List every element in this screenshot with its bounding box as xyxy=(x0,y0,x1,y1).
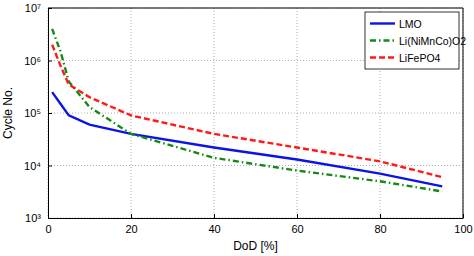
x-tick-label: 60 xyxy=(291,223,303,235)
legend-swatch xyxy=(370,56,395,58)
legend-label: Li(NiMnCo)O2 xyxy=(399,35,466,47)
y-tick: 10⁵ xyxy=(24,107,52,119)
legend: LMO Li(NiMnCo)O2 LiFePO4 xyxy=(365,12,466,69)
y-tick-label: 10⁵ xyxy=(24,107,41,119)
x-tick-mark xyxy=(297,214,298,218)
y-tick: 10⁶ xyxy=(24,55,52,67)
y-tick-label: 10⁶ xyxy=(24,55,41,67)
chart: 0 20 40 60 80 100 10³ 10⁴ 10⁵ 10⁶ 10⁷ LMO Li(NiMnCo)… xyxy=(0,0,474,256)
y-tick: 10⁴ xyxy=(24,160,52,172)
y-axis: 10³ 10⁴ 10⁵ 10⁶ 10⁷ xyxy=(24,2,52,224)
frame-top xyxy=(48,8,463,9)
x-tick: 80 xyxy=(374,214,386,235)
legend-label: LMO xyxy=(399,18,422,30)
x-tick: 20 xyxy=(125,214,137,235)
x-tick: 40 xyxy=(208,214,220,235)
grid-line-x xyxy=(131,8,132,218)
y-tick: 10³ xyxy=(25,212,52,224)
y-tick-mark xyxy=(48,166,52,167)
plot-area: 0 20 40 60 80 100 10³ 10⁴ 10⁵ 10⁶ 10⁷ LMO Li(NiMnCo)… xyxy=(24,2,473,235)
y-tick-label: 10⁷ xyxy=(25,2,41,14)
y-tick-mark xyxy=(48,113,52,114)
y-tick-mark xyxy=(48,61,52,62)
legend-label: LiFePO4 xyxy=(399,52,441,64)
legend-swatch xyxy=(370,39,395,41)
x-tick-label: 0 xyxy=(45,223,51,235)
y-axis-title: Cycle No. xyxy=(1,87,15,139)
x-tick-mark xyxy=(131,214,132,218)
x-axis: 0 20 40 60 80 100 xyxy=(45,214,472,235)
grid-line-y xyxy=(48,8,463,9)
x-tick-label: 20 xyxy=(125,223,137,235)
grid-line-y xyxy=(48,218,463,219)
x-axis-title: DoD [%] xyxy=(233,239,278,253)
grid-line-y xyxy=(48,113,463,114)
x-tick-label: 40 xyxy=(208,223,220,235)
y-tick-label: 10⁴ xyxy=(24,160,41,172)
x-axis-line xyxy=(49,218,464,219)
y-tick: 10⁷ xyxy=(25,2,52,14)
x-tick-label: 100 xyxy=(454,223,472,235)
y-tick-label: 10³ xyxy=(25,212,41,224)
x-tick: 60 xyxy=(291,214,303,235)
y-tick-mark xyxy=(48,218,52,219)
x-tick-mark xyxy=(380,214,381,218)
x-tick-label: 80 xyxy=(374,223,386,235)
x-tick-mark xyxy=(214,214,215,218)
legend-swatch xyxy=(370,22,395,24)
